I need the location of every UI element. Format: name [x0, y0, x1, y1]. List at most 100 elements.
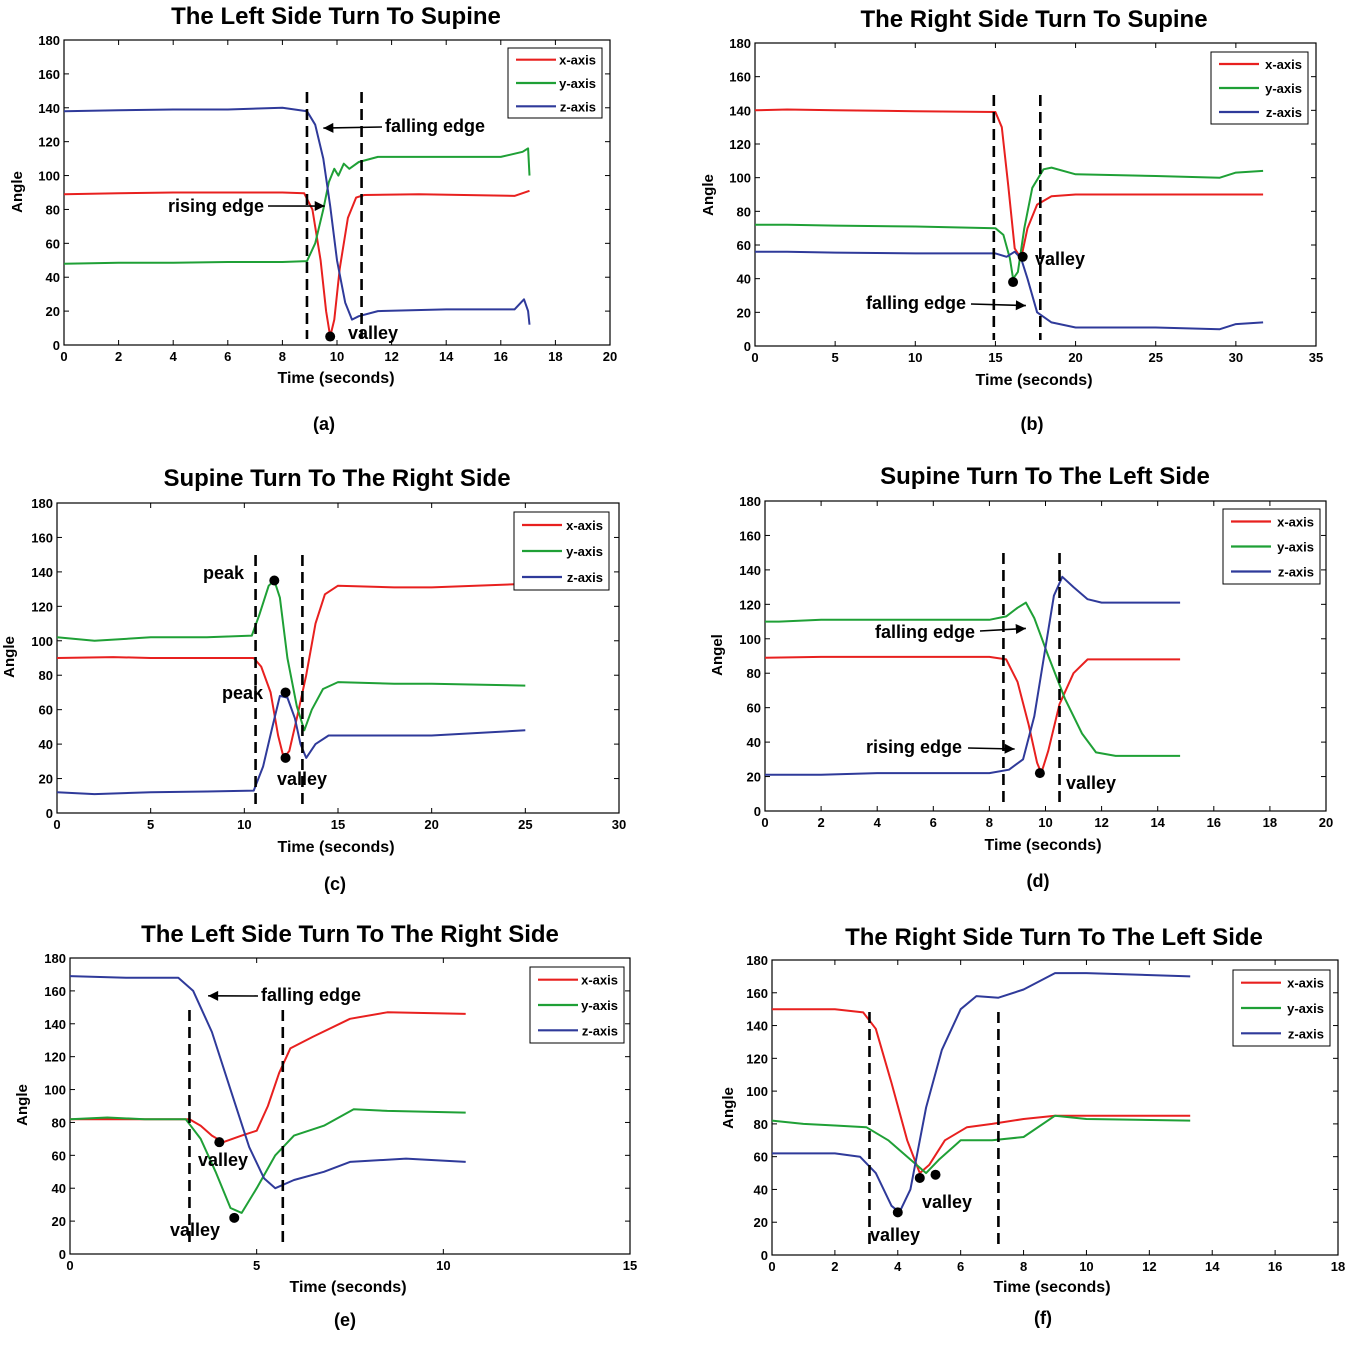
x-tick-label: 16 [1207, 815, 1221, 830]
annotation-text: valley [277, 769, 327, 789]
xlabel: Time (seconds) [289, 1279, 406, 1296]
y-tick-label: 120 [38, 135, 60, 150]
event-marker [1034, 768, 1045, 779]
x-tick-label: 5 [147, 817, 154, 832]
xlabel: Time (seconds) [993, 1279, 1110, 1296]
series-line-x-axis [754, 108, 1264, 260]
title: Supine Turn To The Right Side [163, 465, 510, 492]
annotation-text: falling edge [875, 622, 975, 642]
x-tick-label: 0 [761, 815, 768, 830]
annotation-valley: valley [348, 323, 398, 343]
annotation-arrowhead [1015, 300, 1026, 311]
y-tick-label: 120 [31, 599, 53, 614]
series-line-y-axis [755, 166, 1264, 280]
y-tick-label: 140 [31, 565, 53, 580]
x-tick-label: 15 [988, 350, 1002, 365]
panel-f: 0 2 4 6 8 10 12 14 16 18020406080100120140160180 … [720, 924, 1345, 1328]
axes-frame [771, 959, 1339, 1256]
y-tick-label: 20 [747, 770, 761, 785]
annotation-valley: valley [170, 1220, 220, 1240]
series-line-y-axis [63, 147, 531, 265]
annotation-text: falling edge [385, 116, 485, 136]
x-tick-label: 16 [1268, 1259, 1282, 1274]
caption: (b) [1021, 414, 1044, 434]
x-tick-label: 8 [986, 815, 993, 830]
legend: x-axis y-axis z-axis [1232, 969, 1331, 1047]
y-tick-label: 100 [38, 169, 60, 184]
y-tick-label: 140 [746, 1019, 768, 1034]
x-tick-label: 20 [1068, 350, 1082, 365]
x-tick-label: 10 [436, 1258, 450, 1273]
ylabel: Angle [1, 636, 18, 678]
x-tick-label: 14 [439, 349, 454, 364]
y-tick-label: 60 [46, 236, 60, 251]
y-tick-label: 80 [737, 204, 751, 219]
annotation-text: falling edge [866, 293, 966, 313]
x-tick-label: 4 [874, 815, 882, 830]
annotation-text: peak [222, 683, 264, 703]
xlabel: Time (seconds) [975, 372, 1092, 389]
y-tick-label: 60 [754, 1150, 768, 1165]
x-tick-label: 10 [330, 349, 344, 364]
legend-label: x-axis [581, 973, 618, 988]
event-marker [214, 1137, 225, 1148]
plot-area: 0 2 4 6 8 10 12 14 16 18 20 0 20 40 60 80 100 120 140 160 18… [739, 494, 1333, 830]
series-line-y-axis [771, 1114, 1191, 1175]
y-tick-label: 60 [52, 1148, 66, 1163]
annotation-falling-edge: falling edge [323, 116, 485, 136]
legend-label: x-axis [566, 518, 603, 533]
legend: x-axis y-axis z-axis [1222, 508, 1321, 585]
x-tick-label: 10 [1079, 1259, 1093, 1274]
x-tick-label: 30 [1229, 350, 1243, 365]
y-tick-label: 80 [46, 202, 60, 217]
annotation-valley: valley [1066, 773, 1116, 793]
y-tick-label: 0 [46, 806, 53, 821]
series-line-z-axis [755, 250, 1264, 331]
event-marker [325, 331, 336, 342]
y-tick-label: 140 [38, 101, 60, 116]
y-tick-label: 20 [737, 305, 751, 320]
y-tick-label: 0 [59, 1247, 66, 1262]
y-tick-label: 40 [754, 1182, 768, 1197]
event-marker [1017, 251, 1028, 262]
annotation-text: valley [870, 1225, 920, 1245]
x-tick-label: 6 [957, 1259, 964, 1274]
y-tick-label: 180 [746, 953, 768, 968]
y-tick-label: 40 [46, 270, 60, 285]
series-line-x-axis [772, 1008, 1191, 1175]
x-tick-label: 5 [253, 1258, 260, 1273]
ylabel: Angel [709, 634, 726, 676]
x-tick-label: 20 [424, 817, 438, 832]
y-tick-label: 120 [746, 1051, 768, 1066]
legend-label: y-axis [559, 76, 596, 91]
annotation-arrowhead [323, 122, 334, 133]
series-line-y-axis [69, 1108, 466, 1214]
y-tick-label: 80 [39, 668, 53, 683]
y-tick-label: 160 [31, 530, 53, 545]
x-tick-label: 0 [60, 349, 67, 364]
event-marker [269, 575, 280, 586]
annotation-text: valley [1066, 773, 1116, 793]
legend-label: z-axis [567, 570, 603, 585]
x-tick-label: 18 [1263, 815, 1277, 830]
annotation-arrowhead [314, 201, 325, 212]
annotation-text: valley [198, 1150, 248, 1170]
legend-label: x-axis [1265, 57, 1302, 72]
panel-a: 0 2 4 6 8 10 12 14 16 18 20 0 20 40 60 80 100 120 140 160 18… [9, 3, 617, 434]
series-line-z-axis [63, 106, 531, 325]
event-marker [914, 1172, 925, 1183]
legend-label: y-axis [566, 544, 603, 559]
legend-label: z-axis [582, 1023, 618, 1038]
y-tick-label: 60 [747, 701, 761, 716]
panel-b: 0 5 10 15 20 25 30 35 0 20 40 60 80 100 120 140 160 180 T… [700, 6, 1323, 434]
series-line-x-axis [764, 655, 1181, 775]
y-tick-label: 0 [744, 339, 751, 354]
x-tick-label: 35 [1309, 350, 1323, 365]
x-tick-label: 14 [1205, 1259, 1220, 1274]
annotation-text: rising edge [168, 196, 264, 216]
panel-d: 0 2 4 6 8 10 12 14 16 18 20 0 20 40 60 80 100 120 140 160 18… [709, 463, 1333, 891]
series-line-x-axis [70, 1011, 466, 1144]
series-line-y-axis [765, 601, 1181, 757]
y-tick-label: 160 [739, 528, 761, 543]
